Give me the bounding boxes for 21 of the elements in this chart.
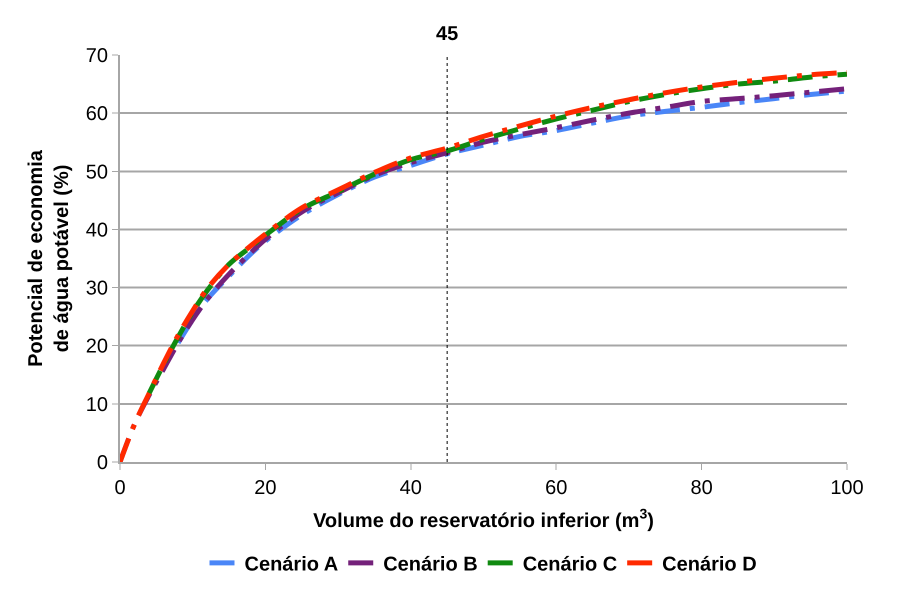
y-tick-label: 70 [86,45,108,67]
ref-line-label: 45 [436,23,458,45]
x-tick-label: 80 [690,477,713,499]
y-axis-title: Potencial de economia de água potável (%) [24,149,73,367]
x-tick-label: 0 [114,477,126,499]
y-tick-label: 30 [86,278,108,300]
y-tick-label: 20 [86,336,108,358]
x-axis-title: Volume do reservatório inferior (m$^{3}$) [313,506,654,532]
x-tick-label: 40 [400,477,422,499]
legend-label: Cenário D [662,554,757,576]
y-tick-label: 40 [86,219,108,242]
y-tick-label: 10 [86,394,108,416]
y-tick-label: 50 [86,161,108,184]
legend-label: Cenário A [244,554,338,576]
x-tick-label: 20 [254,477,277,499]
legend-label: Cenário C [522,554,618,576]
y-tick-label: 0 [96,452,108,474]
x-tick-label: 60 [545,477,568,499]
legend-label: Cenário B [383,554,478,576]
y-tick-label: 60 [86,103,108,126]
x-tick-label: 100 [830,477,864,499]
